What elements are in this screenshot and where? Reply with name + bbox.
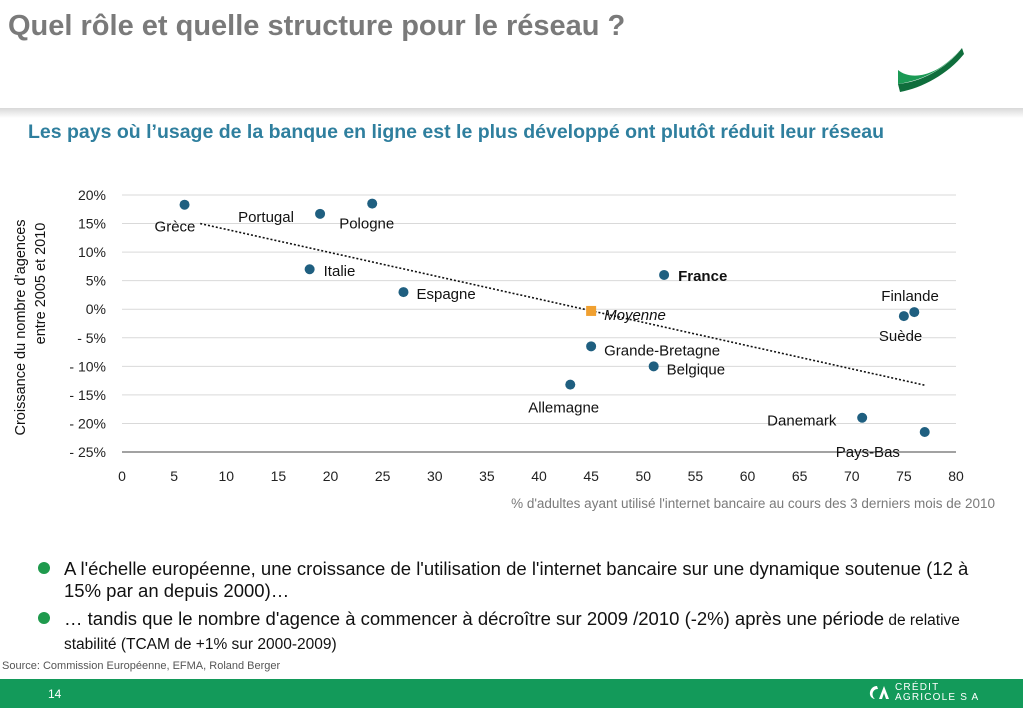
x-tick-label: 45	[583, 468, 599, 484]
data-point	[398, 287, 409, 298]
point-label: Pays-Bas	[836, 444, 900, 461]
point-label: Espagne	[416, 286, 475, 303]
x-tick-label: 20	[323, 468, 339, 484]
point-label: Suède	[879, 328, 922, 345]
y-tick-label: - 5%	[77, 330, 106, 346]
y-tick-label: 5%	[86, 273, 106, 289]
bullet-list: A l'échelle européenne, une croissance d…	[36, 558, 996, 662]
point-label: Finlande	[881, 288, 939, 305]
brand-line2: AGRICOLE S A	[895, 692, 980, 703]
source-note: Source: Commission Européenne, EFMA, Rol…	[2, 660, 281, 672]
point-label: Moyenne	[604, 307, 666, 324]
x-tick-label: 15	[271, 468, 287, 484]
x-tick-label: 55	[688, 468, 704, 484]
y-tick-label: 10%	[78, 244, 106, 260]
data-point	[367, 198, 378, 209]
data-point	[909, 307, 920, 318]
x-tick-label: 75	[896, 468, 912, 484]
brand-logo: CRÉDIT AGRICOLE S A	[869, 682, 980, 703]
x-tick-label: 65	[792, 468, 808, 484]
data-point	[648, 361, 659, 372]
data-point	[586, 341, 597, 352]
point-label: Grande-Bretagne	[604, 342, 720, 359]
bullet-item: A l'échelle européenne, une croissance d…	[36, 558, 996, 602]
y-tick-label: 0%	[86, 301, 106, 317]
data-point	[919, 427, 930, 438]
data-point	[315, 208, 326, 219]
x-tick-label: 80	[948, 468, 964, 484]
y-tick-label: - 15%	[69, 387, 106, 403]
bullet-text-small: de relative stabilité (TCAM de +1% sur 2…	[64, 612, 960, 653]
point-label: Belgique	[667, 361, 725, 378]
data-point	[565, 379, 576, 390]
bullet-text: A l'échelle européenne, une croissance d…	[64, 558, 969, 601]
bullet-text: … tandis que le nombre d'agence à commen…	[64, 608, 885, 629]
page-title: Quel rôle et quelle structure pour le ré…	[8, 10, 626, 42]
x-tick-label: 60	[740, 468, 756, 484]
y-tick-label: 20%	[78, 187, 106, 203]
y-axis-title-line2: entre 2005 et 2010	[33, 223, 49, 345]
leaf-logo-icon	[898, 46, 964, 92]
bullet-dot-icon	[38, 562, 50, 574]
x-tick-label: 25	[375, 468, 391, 484]
point-label: Allemagne	[528, 400, 599, 417]
bullet-dot-icon	[38, 612, 50, 624]
x-tick-label: 50	[635, 468, 651, 484]
footer-bar: 14 CRÉDIT AGRICOLE S A	[0, 679, 1023, 708]
x-axis-title: % d'adultes ayant utilisé l'internet ban…	[511, 496, 995, 511]
data-point	[659, 269, 670, 280]
scatter-chart: 20% 15% 10% 5% 0% - 5% - 10% - 15% - 20% - 25% 0 5 1…	[13, 187, 995, 511]
y-tick-label: - 25%	[69, 444, 106, 460]
data-point	[304, 264, 315, 275]
y-tick-label: - 20%	[69, 415, 106, 431]
data-point	[179, 199, 190, 210]
header-divider	[0, 108, 1023, 118]
x-tick-label: 70	[844, 468, 860, 484]
y-axis-title-line1: Croissance du nombre d’agences	[13, 219, 29, 435]
point-label: Portugal	[238, 209, 294, 226]
y-tick-label: - 10%	[69, 358, 106, 374]
x-tick-label: 5	[170, 468, 178, 484]
x-tick-label: 40	[531, 468, 547, 484]
brand-line1: CRÉDIT	[895, 682, 940, 693]
point-label: Pologne	[339, 216, 394, 233]
page-number: 14	[48, 687, 62, 701]
trend-line	[200, 222, 925, 386]
x-tick-label: 30	[427, 468, 443, 484]
point-label: France	[678, 268, 727, 285]
x-tick-label: 35	[479, 468, 495, 484]
point-label: Danemark	[767, 413, 837, 430]
bullet-item: … tandis que le nombre d'agence à commen…	[36, 608, 996, 656]
x-tick-label: 0	[118, 468, 126, 484]
point-label: Italie	[324, 263, 356, 280]
data-point	[857, 412, 868, 423]
average-marker	[586, 305, 597, 316]
point-label: Grèce	[155, 219, 196, 236]
x-tick-label: 10	[218, 468, 234, 484]
slide-subtitle: Les pays où l’usage de la banque en lign…	[28, 121, 885, 143]
ca-logo-icon	[869, 686, 889, 699]
data-point	[898, 311, 909, 322]
y-tick-label: 15%	[78, 216, 106, 232]
